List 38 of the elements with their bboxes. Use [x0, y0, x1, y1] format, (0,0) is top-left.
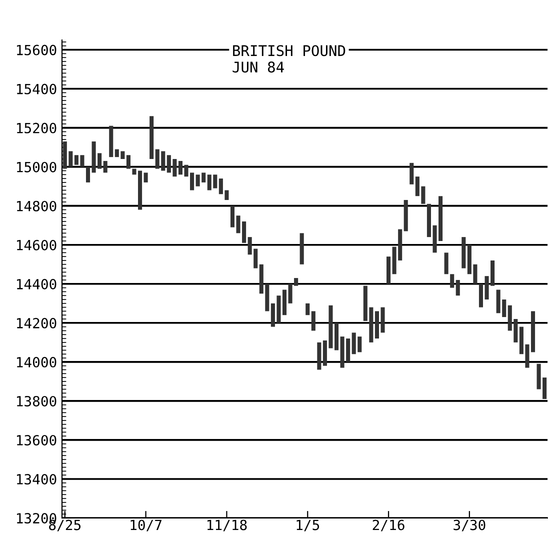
bar	[86, 166, 90, 182]
x-tick-label: 1/5	[296, 520, 320, 532]
bar	[444, 252, 448, 274]
bar	[282, 290, 287, 316]
bar	[410, 162, 414, 184]
bar	[109, 126, 114, 158]
bar	[404, 200, 408, 232]
y-tick-label: 15400	[17, 84, 56, 94]
y-tick-label: 14400	[17, 278, 56, 290]
chart-title: BRITISH POUND	[233, 45, 346, 56]
bar	[306, 303, 310, 316]
bar	[317, 342, 322, 370]
y-tick-label: 15600	[17, 44, 56, 56]
y-tick-label: 15200	[17, 122, 56, 134]
bar	[300, 233, 304, 264]
bar	[462, 237, 466, 268]
bar	[103, 160, 108, 173]
x-tick-label: 3/30	[454, 520, 486, 532]
y-tick-label: 14200	[17, 318, 56, 328]
x-tick-label: 2/16	[372, 520, 404, 532]
x-tick-label: 11/18	[207, 520, 247, 532]
bar	[530, 311, 536, 352]
text: JUN 84	[232, 62, 284, 73]
bar	[311, 311, 316, 331]
bar	[126, 155, 130, 169]
y-tick-label: 15000	[17, 162, 56, 172]
y-tick-label: 14600	[17, 240, 56, 250]
bar	[456, 280, 460, 296]
bar	[144, 172, 148, 182]
bar	[450, 274, 454, 288]
x-tick-label: 10/7	[130, 520, 162, 532]
bar	[386, 256, 391, 284]
y-tick-label: 13600	[17, 434, 56, 446]
y-tick-label: 13800	[17, 396, 56, 406]
y-tick-label: 14000	[17, 356, 56, 368]
bar	[150, 116, 154, 160]
y-tick-label: 13400	[17, 474, 56, 484]
y-tick-label: 14800	[17, 200, 56, 212]
